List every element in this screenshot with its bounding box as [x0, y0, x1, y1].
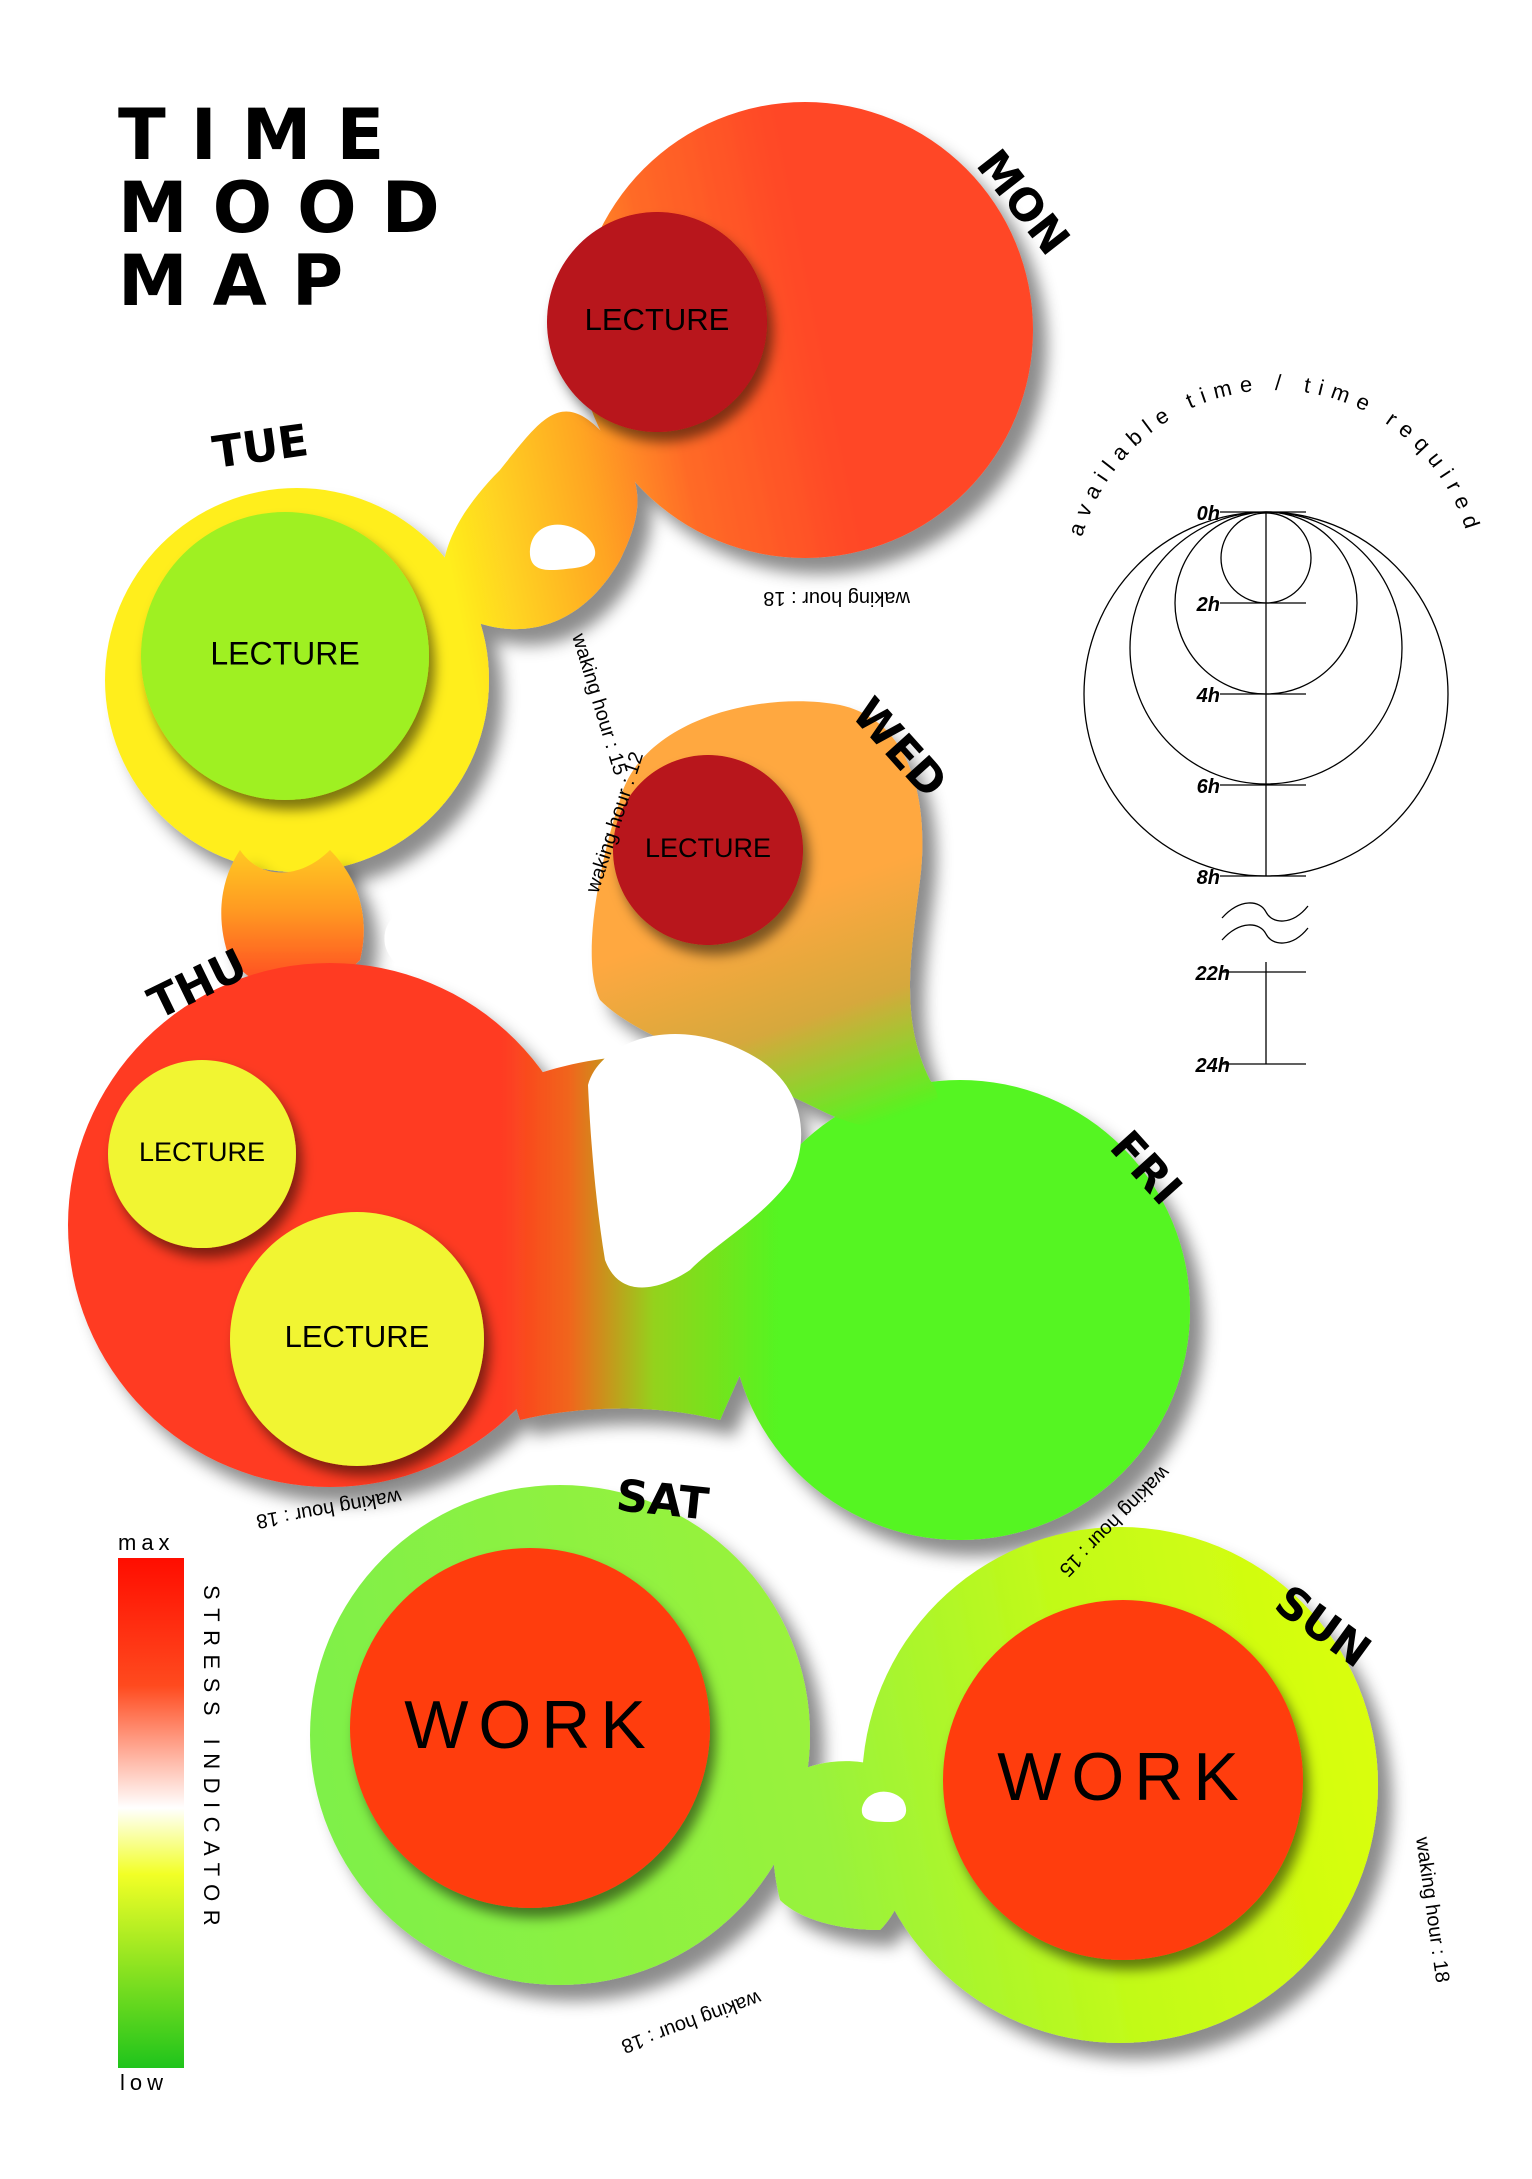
scale-label-8h: 8h	[1197, 867, 1220, 889]
legend-title-text: STRESS INDICATOR	[199, 1585, 224, 1934]
scale-label-4h: 4h	[1196, 685, 1220, 707]
thu-activities: LECTURE LECTURE	[108, 1060, 484, 1466]
legend-low-label: low	[120, 2070, 169, 2095]
day-label-tue: TUE	[209, 415, 311, 479]
wed-activities: LECTURE	[613, 755, 803, 945]
sun-work-circle	[943, 1600, 1303, 1960]
waking-sun: waking hour : 18	[1411, 1835, 1453, 1984]
sat-sun-notch	[861, 1791, 907, 1822]
title-line-map: MAP	[118, 240, 369, 322]
mon-blob	[577, 102, 1033, 558]
scale-label-24h: 24h	[1195, 1055, 1230, 1077]
title-line-mood: MOOD	[118, 167, 465, 249]
sat-activities: WORK	[350, 1548, 710, 1908]
wed-lecture-label: LECTURE	[645, 833, 771, 863]
thu-lecture-label-2: LECTURE	[285, 1319, 430, 1354]
tue-lecture-label: LECTURE	[210, 635, 359, 671]
center-hole	[588, 1034, 802, 1288]
sat-work-label: WORK	[404, 1687, 656, 1763]
legend-max-label: max	[118, 1530, 175, 1555]
legend-gradient-bar	[118, 1558, 184, 2068]
mon-activities: LECTURE	[547, 212, 767, 432]
title-line-time: TIME	[118, 94, 410, 176]
fri-blob	[730, 1080, 1190, 1540]
waking-mon: waking hour : 18	[763, 587, 911, 609]
tue-thu-notch	[384, 909, 460, 972]
sat-sun-bridge	[772, 1761, 914, 1930]
day-label-sat: SAT	[614, 1470, 711, 1530]
scale-break-mark-2	[1221, 924, 1309, 944]
waking-thu: waking hour : 18	[255, 1485, 404, 1532]
thu-lecture-circle-1	[108, 1060, 296, 1248]
scale-label-6h: 6h	[1197, 776, 1220, 798]
scale-label-0h: 0h	[1197, 503, 1220, 525]
sun-activities: WORK	[943, 1600, 1303, 1960]
scale-label-2h: 2h	[1196, 594, 1220, 616]
tue-lecture-circle	[141, 512, 429, 800]
sat-work-circle	[350, 1548, 710, 1908]
mon-lecture-label: LECTURE	[585, 302, 730, 337]
scale-break-mark-1	[1221, 902, 1309, 922]
sun-work-label: WORK	[997, 1739, 1249, 1815]
mon-lecture-circle	[547, 212, 767, 432]
mon-tue-notch	[529, 524, 596, 571]
mon-tue-bridge	[442, 411, 638, 630]
scale-label-22h: 22h	[1195, 963, 1230, 985]
time-scale	[1083, 511, 1449, 1065]
waking-tue: waking hour : 15	[567, 630, 631, 778]
tue-activities: LECTURE	[141, 512, 429, 800]
legend-title: STRESS INDICATOR	[199, 1585, 224, 1934]
wed-lecture-circle	[613, 755, 803, 945]
thu-lecture-label-1: LECTURE	[139, 1137, 265, 1167]
waking-sat: waking hour : 18	[618, 1986, 764, 2057]
thu-lecture-circle-2	[230, 1212, 484, 1466]
